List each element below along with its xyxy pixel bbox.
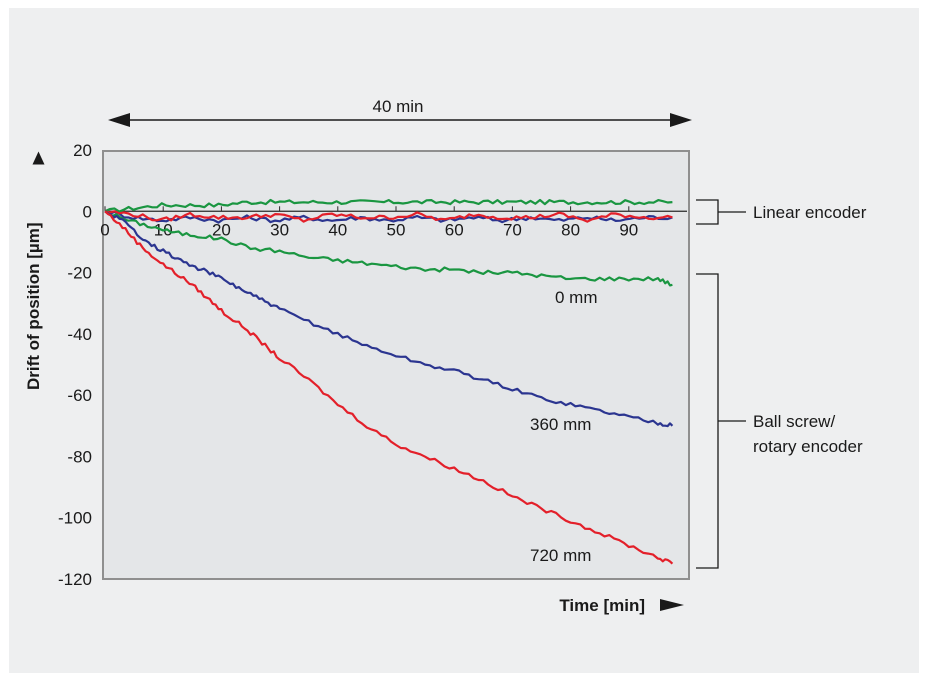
x-tick-label: 30 [270, 220, 289, 239]
span-label: 40 min [372, 97, 423, 116]
series-360-mm-line [104, 210, 674, 428]
x-tick-label: 80 [561, 220, 580, 239]
ball-screw-label-line2: rotary encoder [753, 437, 863, 456]
x-tick-label: 70 [503, 220, 522, 239]
x-tick-label: 20 [212, 220, 231, 239]
linear-encoder-green-line [104, 198, 673, 213]
x-axis-label: Time [min] [559, 596, 645, 615]
linear-encoder-red-line [104, 210, 673, 223]
y-tick-label: -40 [67, 325, 92, 344]
ball-screw-bracket: Ball screw/ rotary encoder [696, 273, 863, 569]
x-tick-label: 50 [387, 220, 406, 239]
ball-screw-label-line1: Ball screw/ [753, 412, 835, 431]
series-label: 0 mm [555, 288, 598, 307]
series-720-mm-line [104, 210, 674, 565]
span-arrow: 40 min [108, 97, 692, 127]
x-axis-arrow-icon [660, 599, 684, 611]
linear-encoder-label: Linear encoder [753, 203, 867, 222]
x-tick-label: 90 [619, 220, 638, 239]
series-label: 720 mm [530, 546, 591, 565]
x-tick-label: 40 [328, 220, 347, 239]
arrow-right-icon [670, 113, 692, 127]
x-tick-label: 60 [445, 220, 464, 239]
y-tick-label: -60 [67, 386, 92, 405]
y-tick-label: -100 [58, 509, 92, 528]
y-tick-label: -120 [58, 570, 92, 589]
y-tick-label: -20 [67, 264, 92, 283]
plot-area [102, 150, 690, 580]
x-tick-label: 0 [100, 220, 109, 239]
y-tick-label: -80 [67, 447, 92, 466]
y-tick-label: 20 [73, 141, 92, 160]
linear-encoder-bracket: Linear encoder [696, 199, 867, 225]
arrow-left-icon [108, 113, 130, 127]
series-0-mm-line [104, 210, 673, 287]
y-axis-label: Drift of position [µm] [24, 223, 43, 391]
y-axis-arrow-icon [32, 151, 45, 165]
series-label: 360 mm [530, 415, 591, 434]
y-tick-label: 0 [83, 202, 92, 221]
